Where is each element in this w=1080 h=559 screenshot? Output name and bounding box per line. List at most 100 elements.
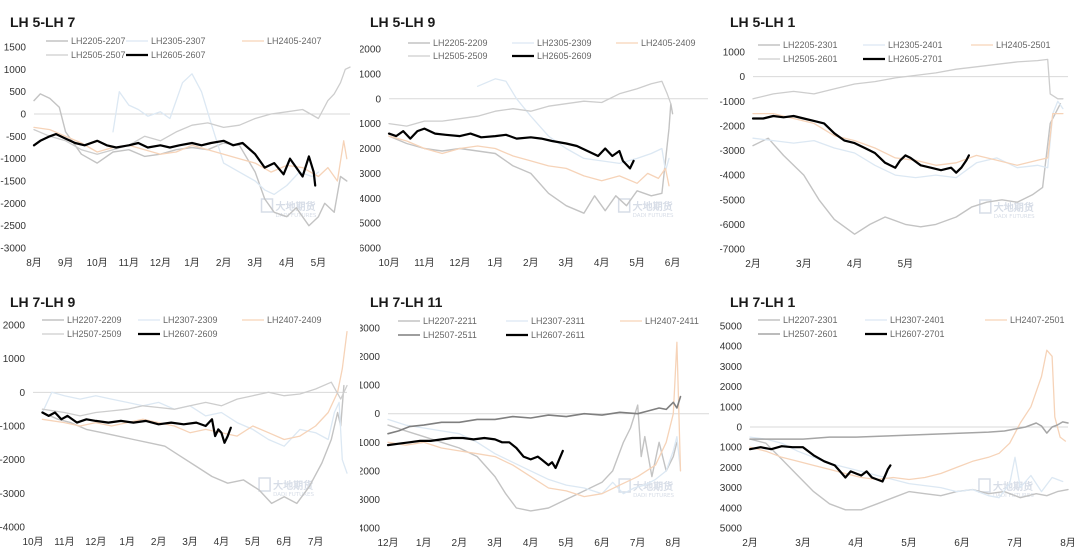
y-tick-label: -6000 xyxy=(360,244,381,255)
y-tick-label: -2500 xyxy=(0,221,26,232)
series-line-lh2305-2401 xyxy=(752,100,1064,179)
x-tick-label: 8月 xyxy=(666,537,682,549)
series-line-lh2507-2511 xyxy=(387,395,682,435)
y-tick-label: 1000 xyxy=(360,69,381,80)
y-tick-label: -1000 xyxy=(360,119,381,130)
series-line-lh2305-2307 xyxy=(112,73,320,196)
x-tick-label: 4月 xyxy=(848,537,864,549)
legend-item: LH2507-2509 xyxy=(42,329,122,339)
x-tick-label: 10月 xyxy=(87,257,108,269)
legend-label: LH2505-2601 xyxy=(783,54,838,64)
legend-item: LH2607-2701 xyxy=(865,329,945,339)
y-tick-label: 0 xyxy=(374,409,380,420)
x-tick-label: 10月 xyxy=(22,536,43,548)
x-tick-label: 6月 xyxy=(276,536,292,548)
y-tick-label: -2000 xyxy=(720,121,745,132)
legend-item: LH2507-2601 xyxy=(758,329,838,339)
chart-lh5-lh9: LH 5-LH 9 2000 1000 0 -1000 -2000 -3000 -4000 -5… xyxy=(360,0,720,279)
y-tick-label: 1000 xyxy=(360,381,380,392)
legend-label: LH2407-2411 xyxy=(645,316,699,326)
chart-svg: LH 5-LH 9 2000 1000 0 -1000 -2000 -3000 -4000 -5… xyxy=(360,14,708,269)
y-tick-label: -4000 xyxy=(720,171,745,182)
legend-label: LH2305-2401 xyxy=(888,40,943,50)
legend-item: LH2407-2411 xyxy=(620,316,699,326)
x-tick-label: 9月 xyxy=(58,257,74,269)
y-tick-label: -4000 xyxy=(360,524,380,535)
legend-label: LH2507-2511 xyxy=(423,330,477,340)
legend-item: LH2507-2511 xyxy=(398,330,477,340)
legend-label: LH2607-2701 xyxy=(890,329,945,339)
legend-item: LH2207-2209 xyxy=(42,315,122,325)
watermark-sub: DADI FUTURES xyxy=(633,493,674,499)
x-tick-label: 5月 xyxy=(245,536,261,548)
watermark-sub: DADI FUTURES xyxy=(273,492,314,498)
y-tick-label: -2000 xyxy=(0,199,26,210)
series-line-lh2605-2609 xyxy=(387,127,635,170)
x-tick-label: 8月 xyxy=(1060,537,1076,549)
x-tick-label: 4月 xyxy=(594,257,610,269)
x-tick-label: 3月 xyxy=(182,536,198,548)
y-tick-label: -2000 xyxy=(360,466,380,477)
series-line-lh2605-2701 xyxy=(751,114,970,174)
x-tick-label: 4月 xyxy=(847,258,863,270)
y-tick-label: -4000 xyxy=(0,523,25,534)
y-tick-label: -7000 xyxy=(720,245,745,256)
chart-title: LH 7-LH 1 xyxy=(730,294,796,310)
legend-label: LH2605-2701 xyxy=(888,54,943,64)
legend-label: LH2407-2501 xyxy=(1010,315,1065,325)
y-tick-label: 5000 xyxy=(720,322,742,333)
watermark-sub: DADI FUTURES xyxy=(994,214,1035,220)
legend-item: LH2605-2701 xyxy=(863,54,943,64)
chart-svg: LH 7-LH 11 3000 2000 1000 0 -1000 -2000 -3000 -4… xyxy=(360,294,709,549)
x-tick-label: 6月 xyxy=(594,537,610,549)
chart-title: LH 5-LH 7 xyxy=(10,14,76,30)
series-line-lh2307-2309 xyxy=(41,391,348,474)
chart-svg: LH 7-LH 9 2000 1000 0 -1000 -2000 -3000 -4000 10… xyxy=(0,294,348,548)
series-line-lh2405-2409 xyxy=(388,135,670,187)
legend-item: LH2405-2407 xyxy=(242,36,322,46)
x-tick-label: 5月 xyxy=(311,257,327,269)
x-tick-label: 3月 xyxy=(796,258,812,270)
legend-item: LH2305-2307 xyxy=(126,36,206,46)
x-tick-label: 11月 xyxy=(119,257,139,269)
y-tick-label: -1500 xyxy=(0,177,26,188)
y-tick-label: -4000 xyxy=(360,194,381,205)
series-line-lh2205-2301 xyxy=(752,103,1062,235)
y-tick-label: -6000 xyxy=(720,220,745,231)
x-tick-label: 12月 xyxy=(85,536,106,548)
series-line-lh2607-2609 xyxy=(41,411,232,444)
y-tick-label: -3000 xyxy=(0,489,25,500)
x-tick-label: 6月 xyxy=(954,537,970,549)
y-tick-label: -500 xyxy=(6,132,26,143)
y-tick-label: -2000 xyxy=(720,463,742,474)
x-tick-label: 3月 xyxy=(795,537,811,549)
series-line-lh2205-2209 xyxy=(388,103,674,214)
legend-item: LH2205-2207 xyxy=(46,36,126,46)
legend-item: LH2407-2409 xyxy=(242,315,322,325)
x-tick-label: 3月 xyxy=(558,257,574,269)
series-line-lh2505-2507 xyxy=(33,66,351,155)
legend-label: LH2505-2509 xyxy=(433,51,488,61)
chart-lh7-lh1: LH 7-LH 1 5000 4000 3000 2000 1000 0 -1000 -2000… xyxy=(720,280,1080,559)
legend-label: LH2207-2209 xyxy=(67,315,122,325)
legend-label: LH2205-2209 xyxy=(433,38,488,48)
x-tick-label: 1月 xyxy=(488,257,504,269)
y-tick-label: -1000 xyxy=(360,438,380,449)
y-tick-label: 2000 xyxy=(3,321,26,332)
chart-title: LH 5-LH 9 xyxy=(370,14,436,30)
x-tick-label: 2月 xyxy=(452,537,468,549)
x-tick-label: 2月 xyxy=(523,257,539,269)
series-line-lh2505-2601 xyxy=(752,58,1064,100)
chart-lh5-lh7: LH 5-LH 7 1500 1000 500 0 -500 -1000 -1500 -2000… xyxy=(0,0,360,279)
chart-title: LH 7-LH 11 xyxy=(370,294,443,310)
watermark-brand: 大地期货 xyxy=(993,480,1033,493)
series-line-lh2505-2509 xyxy=(388,80,672,127)
x-tick-label: 2月 xyxy=(151,536,167,548)
legend-item: LH2505-2601 xyxy=(758,54,838,64)
y-tick-label: 0 xyxy=(739,72,745,83)
legend-label: LH2607-2609 xyxy=(163,329,218,339)
x-tick-label: 5月 xyxy=(559,537,575,549)
watermark-brand: 大地期货 xyxy=(633,480,673,493)
